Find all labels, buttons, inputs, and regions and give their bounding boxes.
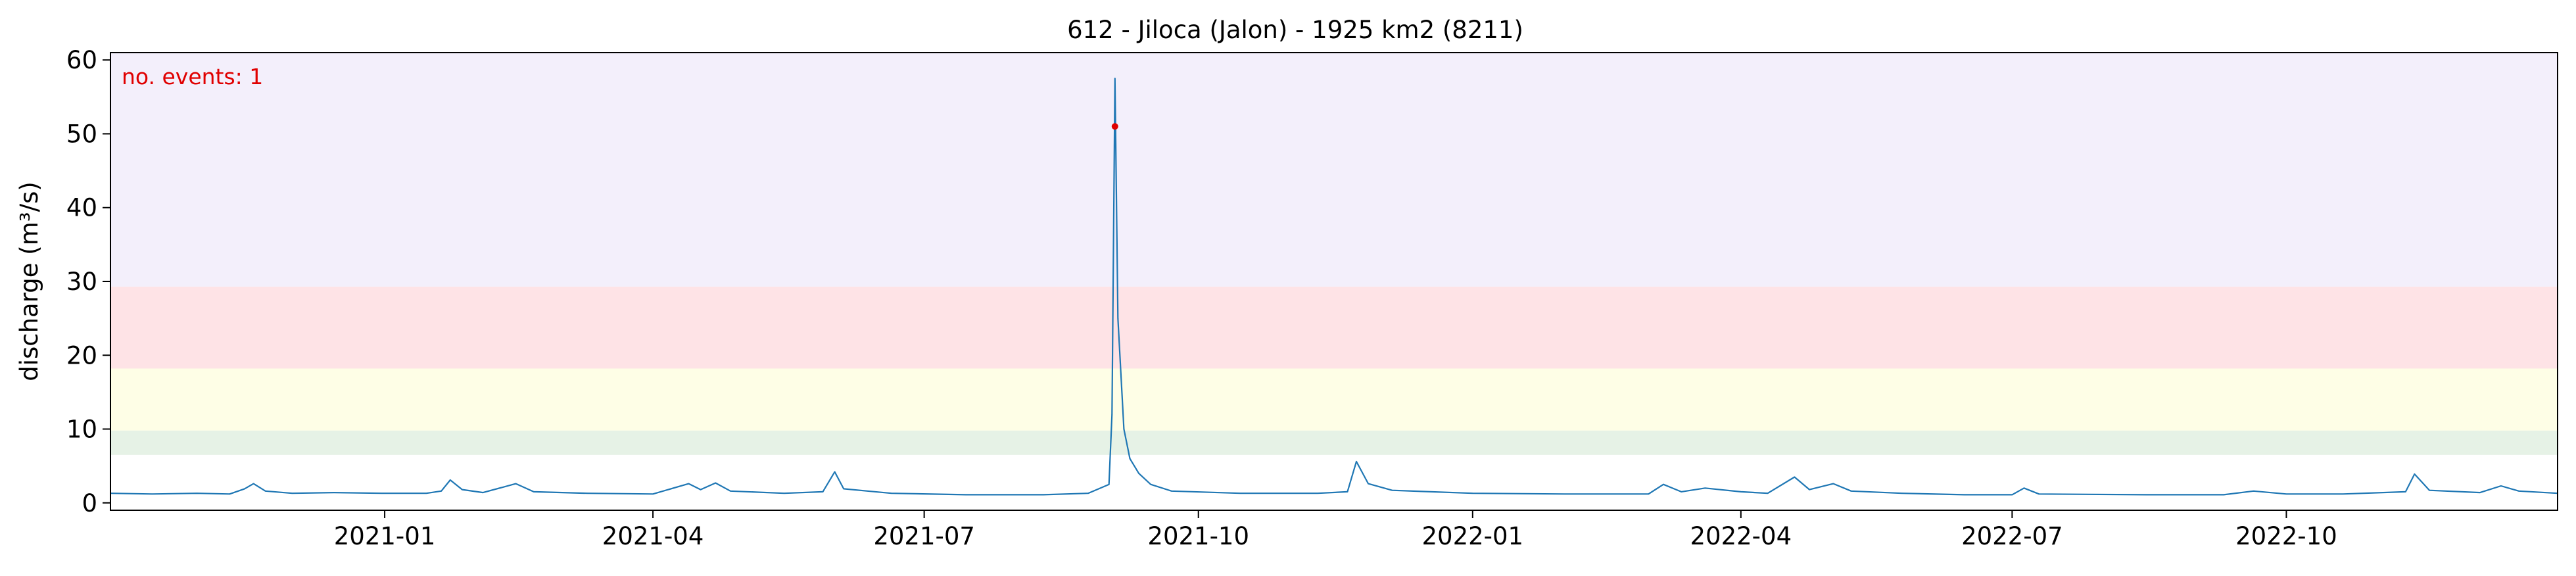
x-tick-label-2: 2021-07 (873, 522, 975, 550)
y-tick-label-1: 10 (66, 416, 97, 444)
event-marker-0 (1111, 123, 1118, 130)
threshold-band-2 (110, 286, 2558, 369)
y-tick-label-6: 60 (66, 46, 97, 74)
x-tick-label-6: 2022-07 (1961, 522, 2063, 550)
x-tick-label-1: 2021-04 (602, 522, 704, 550)
y-tick-label-0: 0 (82, 489, 97, 517)
threshold-band-3 (110, 53, 2558, 287)
y-tick-label-4: 40 (66, 194, 97, 222)
y-tick-label-3: 30 (66, 268, 97, 296)
discharge-series-line-0 (110, 78, 2558, 496)
x-axis: 2021-01 2021-04 2021-07 2021-10 2022-01 2022-… (334, 510, 2337, 550)
x-tick-label-3: 2021-10 (1147, 522, 1249, 550)
threshold-band-0 (110, 430, 2558, 455)
series-layer (110, 78, 2558, 496)
chart-title: 612 - Jiloca (Jalon) - 1925 km2 (8211) (1067, 16, 1523, 44)
event-count-annotation: no. events: 1 (122, 64, 263, 89)
threshold-bands (110, 53, 2558, 455)
events-layer (1111, 123, 1118, 130)
y-tick-label-5: 50 (66, 120, 97, 148)
threshold-band-1 (110, 368, 2558, 431)
x-tick-label-5: 2022-04 (1690, 522, 1792, 550)
y-axis: 0 10 20 30 40 50 60 (66, 46, 110, 517)
y-tick-label-2: 20 (66, 341, 97, 370)
y-axis-label: discharge (m³/s) (15, 181, 43, 381)
x-tick-label-7: 2022-10 (2235, 522, 2337, 550)
x-tick-label-4: 2022-01 (1422, 522, 1524, 550)
x-tick-label-0: 2021-01 (334, 522, 436, 550)
